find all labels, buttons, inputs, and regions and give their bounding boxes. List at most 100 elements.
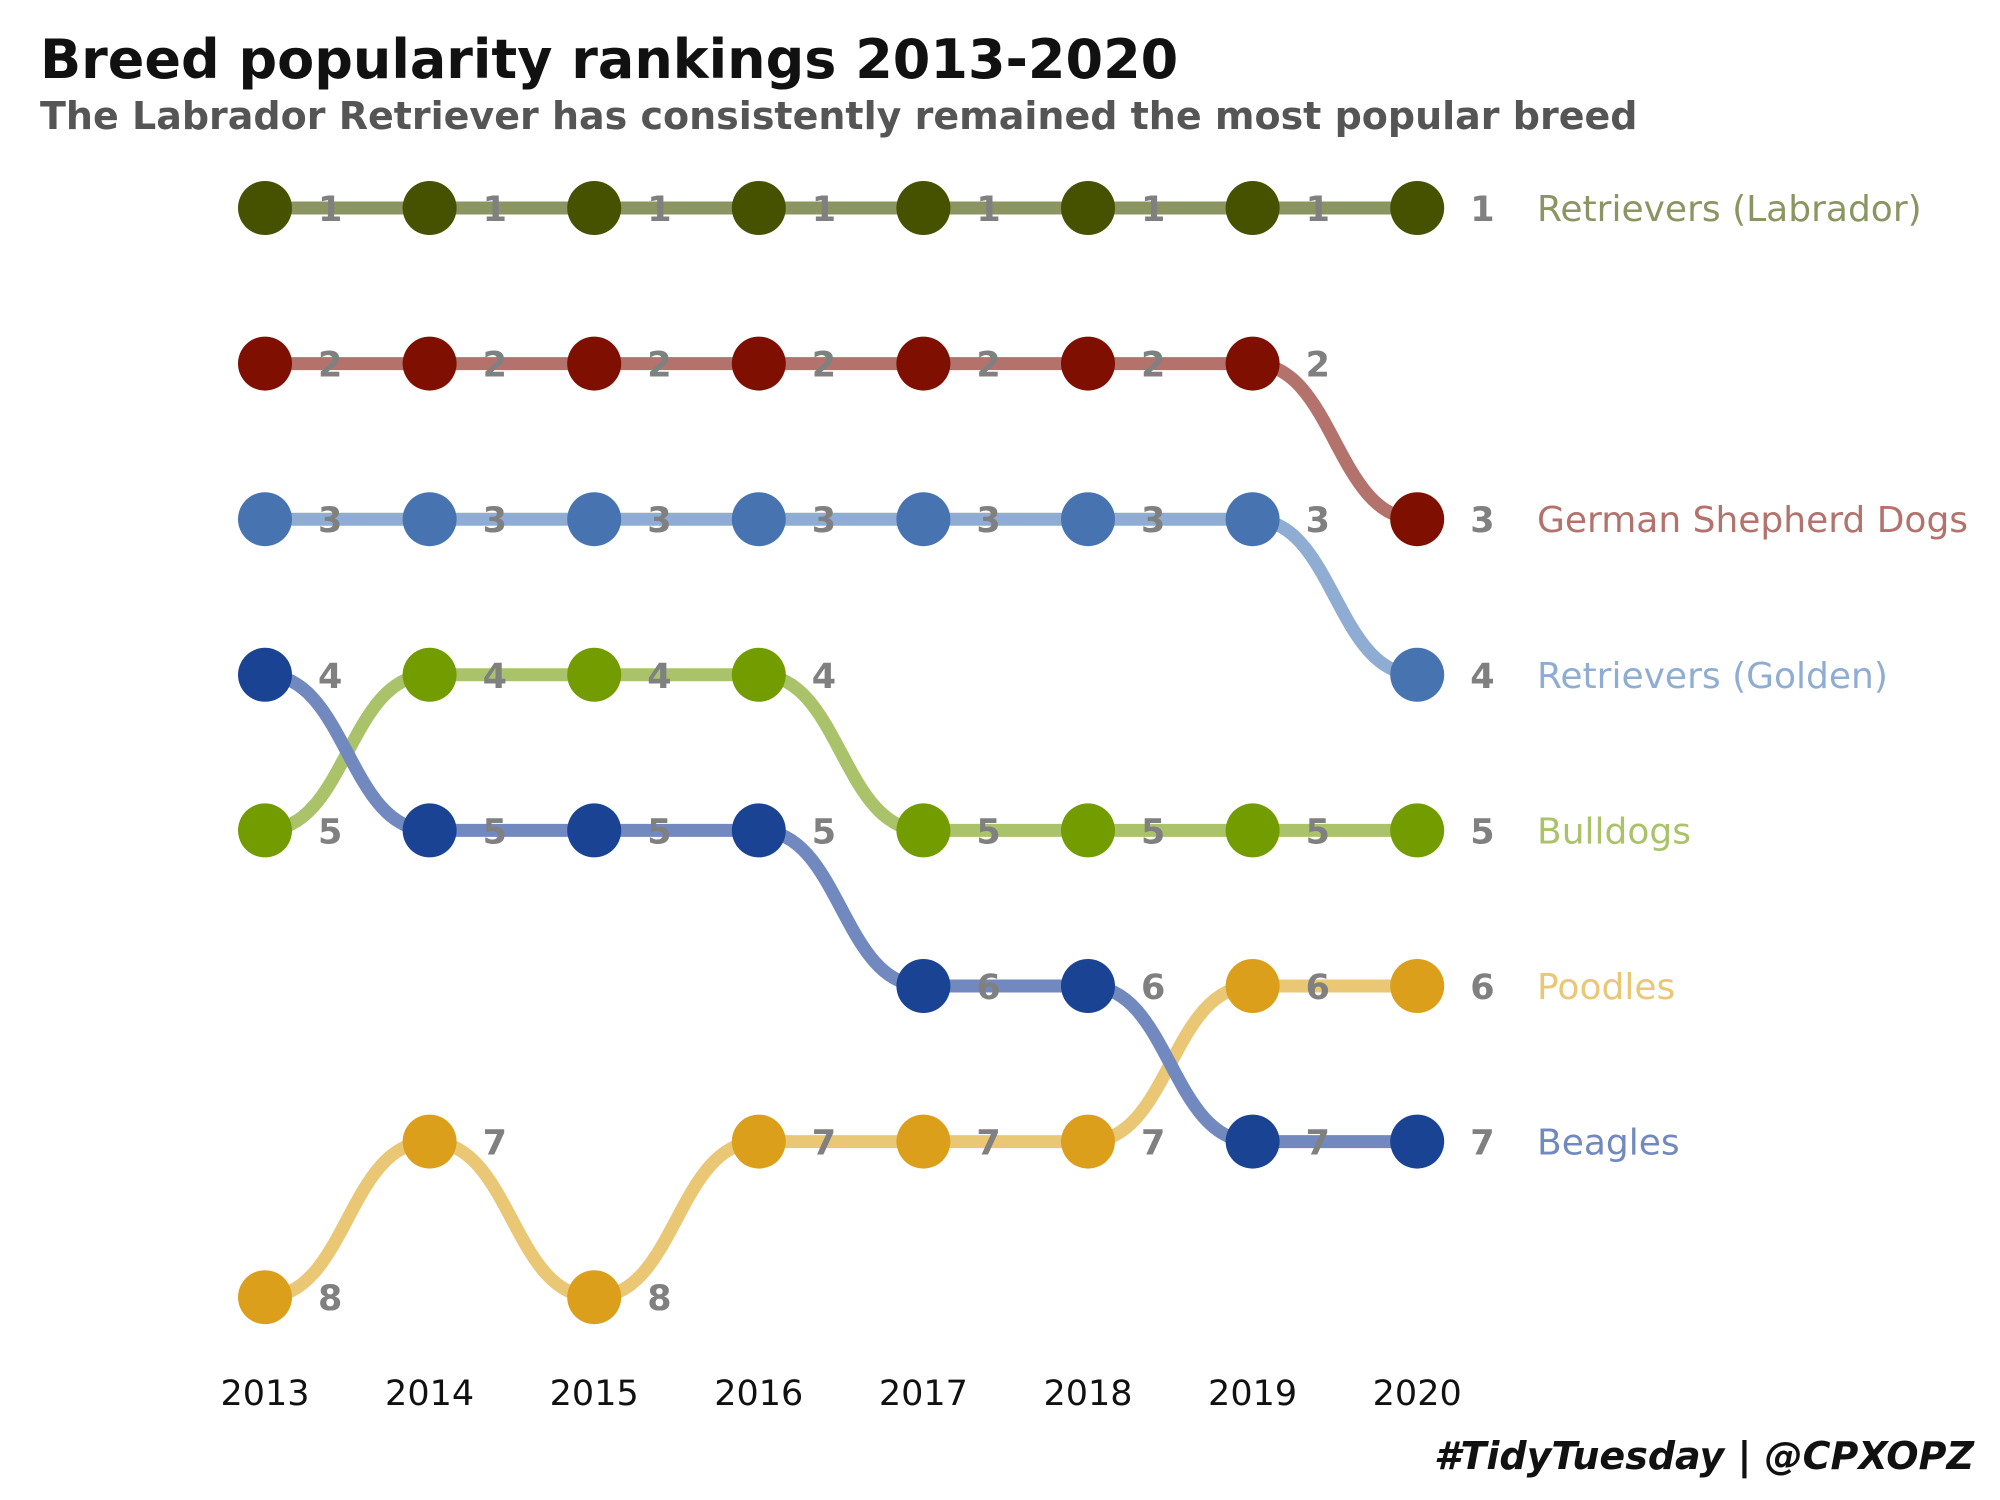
data-point-retrievers-labrador: [402, 181, 457, 235]
data-label-poodles: 6: [1306, 968, 1330, 1008]
data-point-retrievers-golden: [567, 492, 622, 547]
data-point-poodles: [567, 1270, 622, 1325]
data-label-poodles: 8: [318, 1279, 342, 1319]
data-point-bulldogs: [896, 803, 951, 858]
x-tick-label: 2018: [1043, 1374, 1132, 1414]
data-label-poodles: 7: [483, 1124, 507, 1164]
data-label-retrievers-labrador: 1: [812, 190, 836, 230]
data-point-bulldogs: [1225, 803, 1280, 858]
data-label-retrievers-golden: 3: [1306, 501, 1330, 541]
data-label-beagles: 6: [1141, 968, 1165, 1008]
data-point-beagles: [896, 959, 951, 1013]
data-label-bulldogs: 5: [1141, 812, 1165, 852]
data-point-german-shepherd-dogs: [1225, 336, 1280, 391]
data-point-beagles: [402, 803, 457, 858]
data-point-retrievers-golden: [731, 492, 786, 547]
data-label-retrievers-labrador: 1: [647, 190, 671, 230]
data-label-beagles: 7: [1306, 1124, 1330, 1164]
data-label-retrievers-labrador: 1: [1141, 190, 1165, 230]
data-label-beagles: 6: [976, 968, 1000, 1008]
data-label-bulldogs: 4: [812, 657, 836, 697]
data-label-poodles: 7: [812, 1124, 836, 1164]
data-label-beagles: 4: [318, 657, 342, 697]
data-point-poodles: [402, 1114, 457, 1169]
data-label-retrievers-labrador: 1: [1470, 190, 1494, 230]
data-label-retrievers-golden: 3: [812, 501, 836, 541]
data-point-retrievers-golden: [896, 492, 951, 547]
x-tick-label: 2015: [550, 1374, 639, 1414]
x-axis: 2013 2014 2015 2016 2017 2018 2019 2020: [220, 1374, 1461, 1414]
data-label-poodles: 6: [1470, 968, 1494, 1008]
data-point-beagles: [731, 803, 786, 858]
data-label-retrievers-golden: 3: [483, 501, 507, 541]
data-label-german-shepherd-dogs: 2: [976, 346, 1000, 386]
data-point-poodles: [1390, 959, 1445, 1013]
data-point-bulldogs: [1061, 803, 1115, 858]
data-point-beagles: [1225, 1114, 1280, 1169]
caption: #TidyTuesday | @CPXOPZ: [1434, 1434, 1974, 1478]
x-tick-label: 2017: [879, 1374, 968, 1414]
data-label-bulldogs: 4: [483, 657, 507, 697]
data-point-poodles: [1061, 1114, 1115, 1169]
data-label-beagles: 5: [647, 812, 671, 852]
series-labels: Retrievers (Labrador) German Shepherd Dog…: [1537, 189, 1968, 1164]
data-label-german-shepherd-dogs: 2: [1141, 346, 1165, 386]
series-label-bulldogs: Bulldogs: [1537, 811, 1691, 852]
data-point-bulldogs: [731, 647, 786, 702]
data-label-retrievers-golden: 3: [647, 501, 671, 541]
data-point-retrievers-golden: [238, 492, 292, 547]
data-point-retrievers-golden: [402, 492, 457, 547]
data-point-poodles: [238, 1270, 292, 1325]
data-label-bulldogs: 4: [647, 657, 671, 697]
data-label-poodles: 7: [1141, 1124, 1165, 1164]
chart-title: Breed popularity rankings 2013-2020: [40, 28, 1179, 91]
data-point-bulldogs: [402, 647, 457, 702]
data-point-german-shepherd-dogs: [238, 336, 292, 391]
data-point-retrievers-labrador: [1390, 181, 1445, 235]
data-label-retrievers-labrador: 1: [318, 190, 342, 230]
data-point-retrievers-golden: [1390, 647, 1445, 702]
data-point-poodles: [731, 1114, 786, 1169]
data-point-retrievers-golden: [1225, 492, 1280, 547]
data-label-german-shepherd-dogs: 2: [647, 346, 671, 386]
data-point-retrievers-labrador: [238, 181, 292, 235]
data-label-german-shepherd-dogs: 2: [1306, 346, 1330, 386]
data-point-german-shepherd-dogs: [402, 336, 457, 391]
data-point-retrievers-labrador: [731, 181, 786, 235]
data-point-bulldogs: [238, 803, 292, 858]
x-tick-label: 2019: [1208, 1374, 1297, 1414]
chart-subtitle: The Labrador Retriever has consistently …: [40, 94, 1638, 138]
data-label-german-shepherd-dogs: 2: [812, 346, 836, 386]
data-label-bulldogs: 5: [1470, 812, 1494, 852]
data-label-bulldogs: 5: [976, 812, 1000, 852]
data-point-poodles: [896, 1114, 951, 1169]
series-label-poodles: Poodles: [1537, 967, 1675, 1008]
data-label-german-shepherd-dogs: 2: [483, 346, 507, 386]
data-point-german-shepherd-dogs: [731, 336, 786, 391]
data-label-retrievers-golden: 3: [1141, 501, 1165, 541]
x-tick-label: 2014: [385, 1374, 474, 1414]
data-label-retrievers-golden: 3: [976, 501, 1000, 541]
data-point-retrievers-labrador: [567, 181, 622, 235]
data-label-poodles: 8: [647, 1279, 671, 1319]
series-label-retrievers-labrador: Retrievers (Labrador): [1537, 189, 1922, 230]
x-tick-label: 2016: [714, 1374, 803, 1414]
data-point-poodles: [1225, 959, 1280, 1013]
data-point-beagles: [1061, 959, 1115, 1013]
data-label-retrievers-labrador: 1: [1306, 190, 1330, 230]
data-label-beagles: 5: [483, 812, 507, 852]
data-point-german-shepherd-dogs: [1390, 492, 1445, 547]
data-label-beagles: 5: [812, 812, 836, 852]
data-label-bulldogs: 5: [318, 812, 342, 852]
series-label-german-shepherd-dogs: German Shepherd Dogs: [1537, 500, 1968, 541]
data-label-german-shepherd-dogs: 2: [318, 346, 342, 386]
data-point-retrievers-labrador: [896, 181, 951, 235]
data-point-beagles: [567, 803, 622, 858]
data-label-beagles: 7: [1470, 1124, 1494, 1164]
x-tick-label: 2013: [220, 1374, 309, 1414]
data-point-german-shepherd-dogs: [1061, 336, 1115, 391]
data-label-retrievers-golden: 3: [318, 501, 342, 541]
data-point-retrievers-labrador: [1225, 181, 1280, 235]
data-point-beagles: [1390, 1114, 1445, 1169]
